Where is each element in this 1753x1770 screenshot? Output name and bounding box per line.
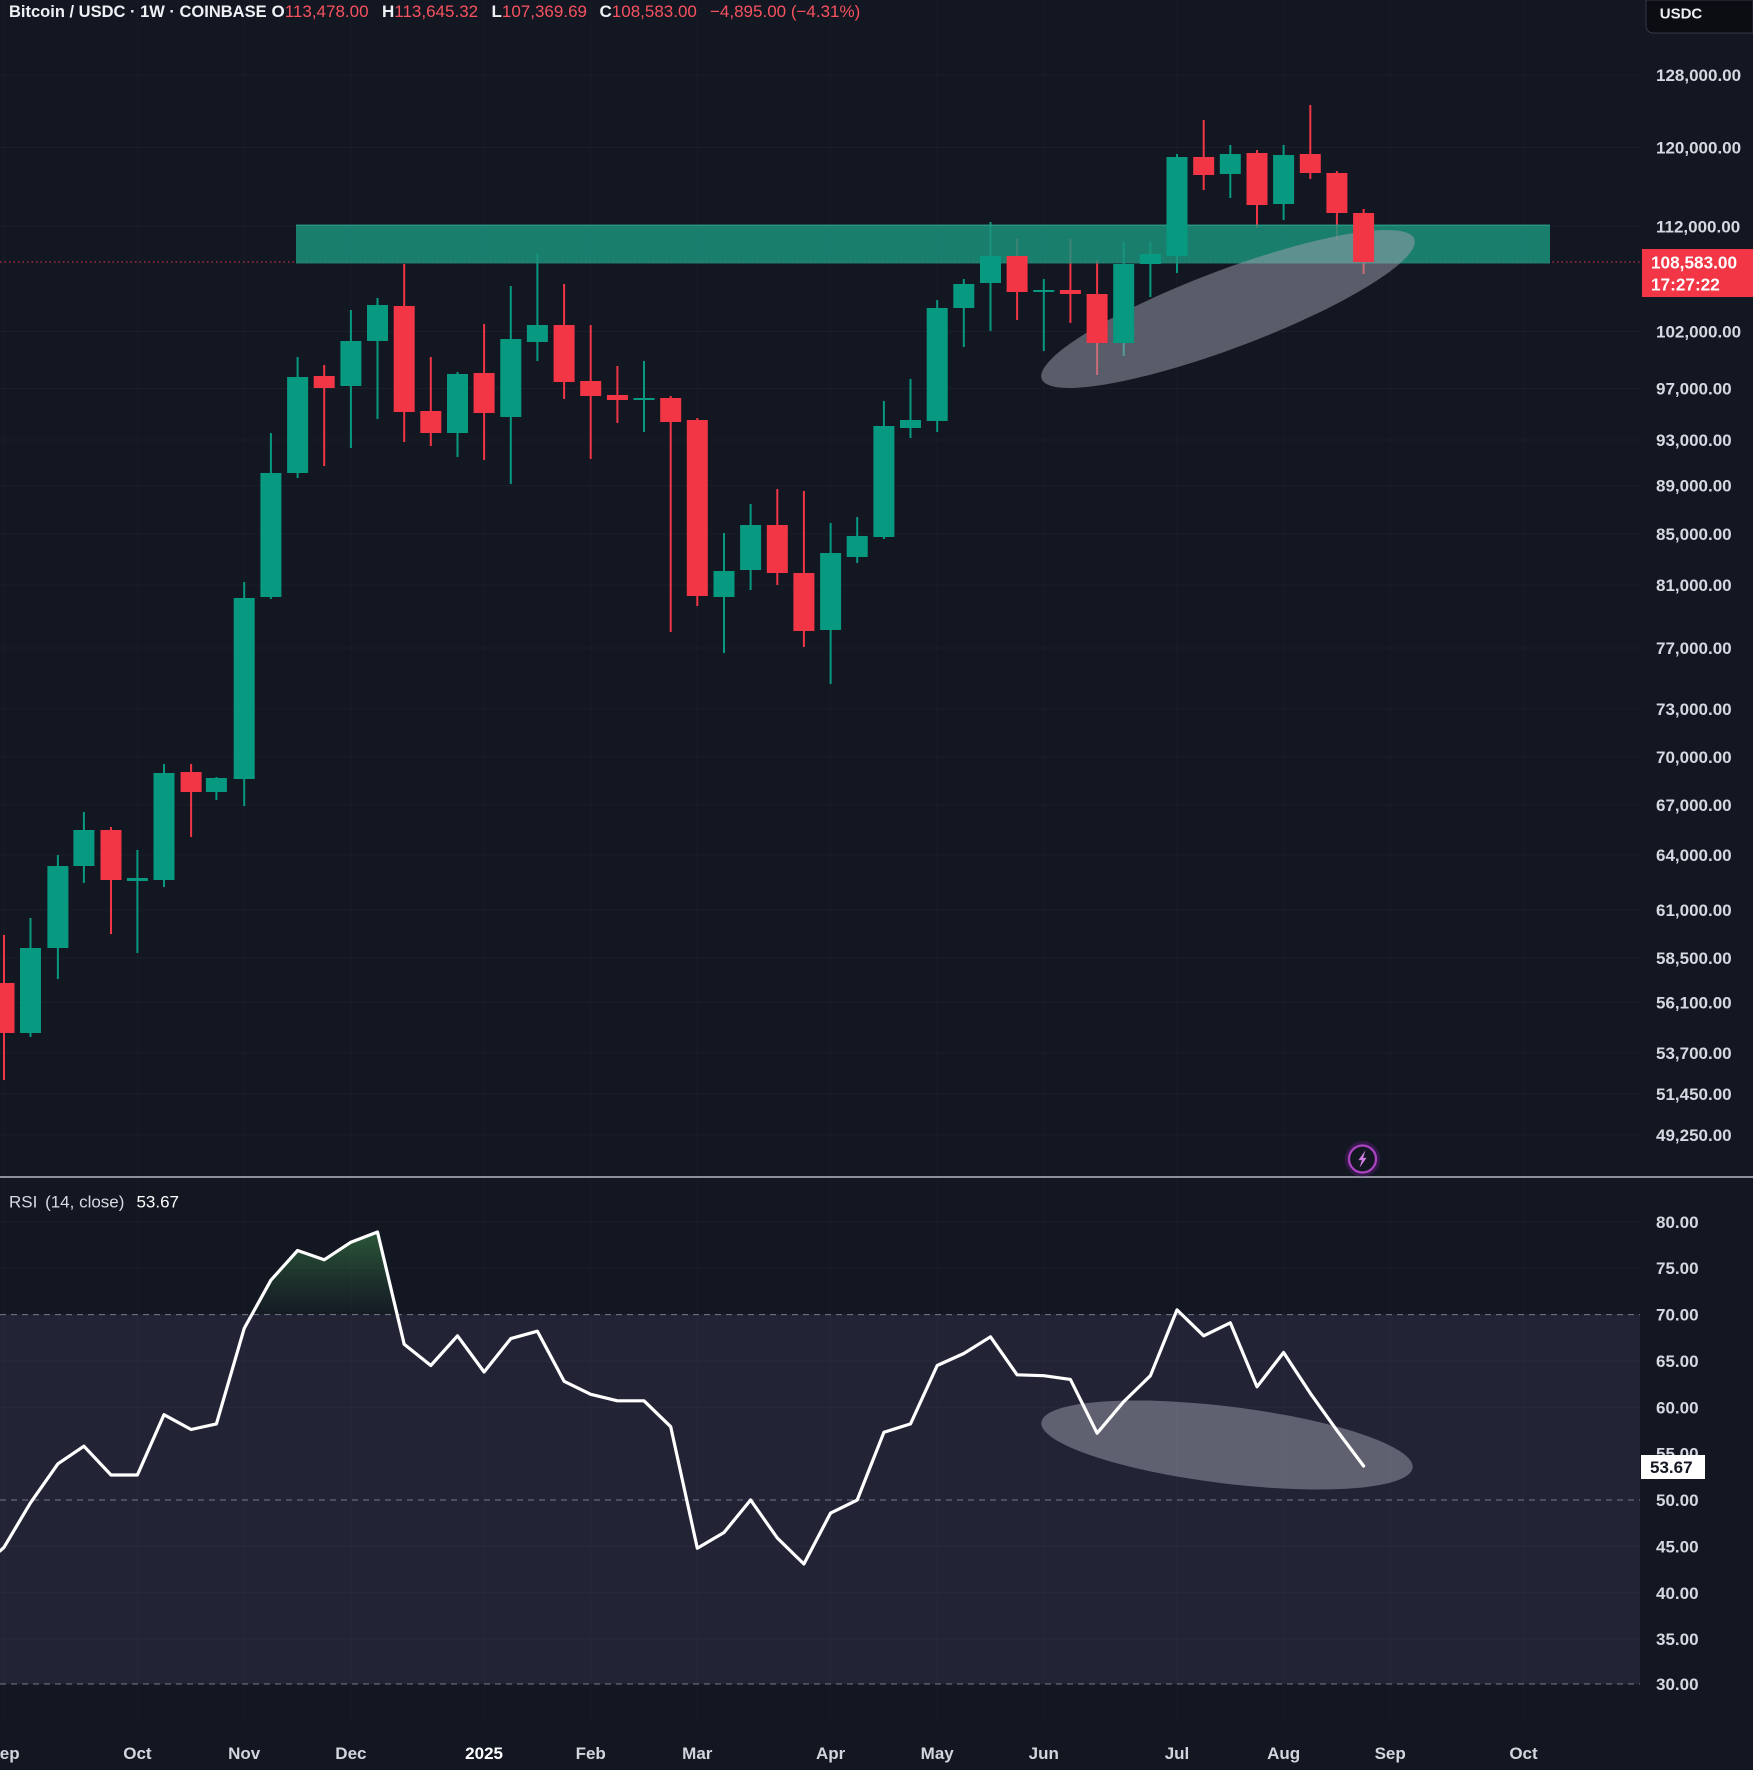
svg-text:89,000.00: 89,000.00 (1656, 477, 1732, 496)
svg-text:Feb: Feb (576, 1744, 606, 1763)
svg-text:−4,895.00 (−4.31%): −4,895.00 (−4.31%) (710, 2, 860, 21)
svg-text:Jun: Jun (1029, 1744, 1059, 1763)
svg-text:C108,583.00: C108,583.00 (600, 2, 697, 21)
svg-text:O113,478.00: O113,478.00 (272, 2, 369, 21)
svg-text:17:27:22: 17:27:22 (1651, 275, 1720, 295)
svg-text:53,700.00: 53,700.00 (1656, 1044, 1732, 1063)
svg-text:Mar: Mar (682, 1744, 713, 1763)
svg-text:81,000.00: 81,000.00 (1656, 576, 1732, 595)
svg-text:Nov: Nov (228, 1744, 261, 1763)
svg-text:Apr: Apr (816, 1744, 846, 1763)
svg-text:108,583.00: 108,583.00 (1651, 253, 1737, 273)
svg-text:RSI (14, close)53.67: RSI (14, close) 53.67 (9, 1193, 179, 1212)
svg-text:70,000.00: 70,000.00 (1656, 748, 1732, 767)
svg-text:May: May (921, 1744, 955, 1763)
svg-text:112,000.00: 112,000.00 (1656, 217, 1740, 236)
svg-text:L107,369.69: L107,369.69 (492, 2, 587, 21)
svg-text:120,000.00: 120,000.00 (1656, 139, 1741, 158)
svg-text:102,000.00: 102,000.00 (1656, 323, 1741, 342)
svg-text:70.00: 70.00 (1656, 1306, 1699, 1325)
svg-text:35.00: 35.00 (1656, 1630, 1699, 1649)
svg-text:77,000.00: 77,000.00 (1656, 639, 1732, 658)
svg-text:51,450.00: 51,450.00 (1656, 1085, 1732, 1104)
svg-text:61,000.00: 61,000.00 (1656, 901, 1732, 920)
svg-text:Oct: Oct (123, 1744, 152, 1763)
svg-text:75.00: 75.00 (1656, 1259, 1699, 1278)
svg-text:53.67: 53.67 (1650, 1458, 1693, 1477)
svg-text:93,000.00: 93,000.00 (1656, 431, 1732, 450)
svg-text:45.00: 45.00 (1656, 1537, 1699, 1556)
svg-text:Sep: Sep (0, 1744, 20, 1763)
svg-text:Aug: Aug (1267, 1744, 1300, 1763)
svg-text:85,000.00: 85,000.00 (1656, 525, 1732, 544)
svg-text:73,000.00: 73,000.00 (1656, 700, 1732, 719)
svg-text:58,500.00: 58,500.00 (1656, 949, 1732, 968)
svg-text:97,000.00: 97,000.00 (1656, 380, 1732, 399)
svg-text:Jul: Jul (1165, 1744, 1190, 1763)
svg-text:Bitcoin / USDC · 1W · COINBASE: Bitcoin / USDC · 1W · COINBASE (9, 3, 267, 21)
svg-text:Dec: Dec (335, 1744, 366, 1763)
svg-text:128,000.00: 128,000.00 (1656, 66, 1741, 85)
svg-text:30.00: 30.00 (1656, 1675, 1699, 1694)
svg-text:USDC: USDC (1660, 6, 1703, 23)
svg-text:56,100.00: 56,100.00 (1656, 994, 1732, 1013)
svg-text:40.00: 40.00 (1656, 1584, 1699, 1603)
svg-text:2025: 2025 (465, 1744, 503, 1763)
svg-text:50.00: 50.00 (1656, 1491, 1699, 1510)
svg-text:64,000.00: 64,000.00 (1656, 846, 1732, 865)
svg-text:49,250.00: 49,250.00 (1656, 1126, 1732, 1145)
svg-text:Sep: Sep (1375, 1744, 1406, 1763)
svg-text:Oct: Oct (1509, 1744, 1538, 1763)
svg-text:H113,645.32: H113,645.32 (382, 2, 478, 21)
svg-text:80.00: 80.00 (1656, 1213, 1699, 1232)
svg-text:65.00: 65.00 (1656, 1352, 1699, 1371)
svg-text:60.00: 60.00 (1656, 1398, 1699, 1417)
svg-text:67,000.00: 67,000.00 (1656, 796, 1732, 815)
